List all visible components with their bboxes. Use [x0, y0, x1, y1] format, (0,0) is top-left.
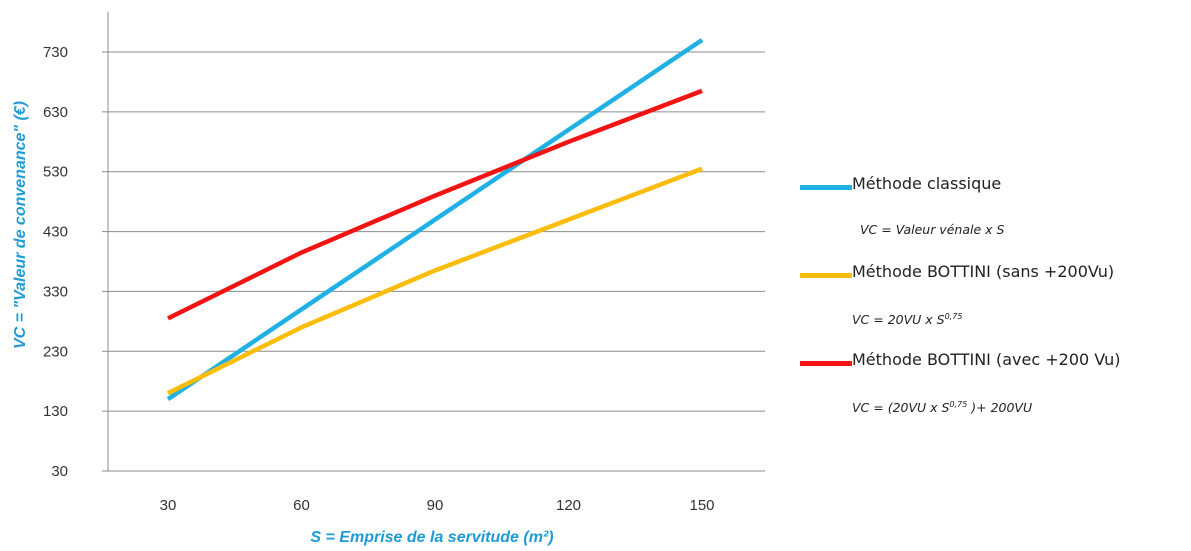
legend-formula-bottini-avec: VC = (20VU x S0,75 )+ 200VU	[852, 400, 1033, 416]
x-tick-label-120: 120	[556, 497, 581, 514]
series-line-1	[167, 166, 703, 396]
legend-formula-classique: VC = Valeur vénale x S	[860, 222, 1005, 237]
x-tick-label-30: 30	[160, 497, 177, 514]
legend-label-bottini-sans: Méthode BOTTINI (sans +200Vu)	[852, 262, 1115, 281]
series-line-0	[166, 38, 704, 402]
y-tick-label-730: 730	[43, 44, 68, 61]
gridlines	[108, 51, 765, 472]
legend-label-classique: Méthode classique	[852, 174, 1002, 193]
y-axis-ticks: 30 130 230 330 430 530 630 730	[43, 44, 68, 480]
legend-formula-bottini-sans: VC = 20VU x S0,75	[852, 312, 963, 328]
x-tick-label-150: 150	[689, 497, 714, 514]
series-line-2	[167, 88, 703, 321]
x-axis-title: S = Emprise de la servitude (m²)	[310, 529, 553, 546]
legend-entry-bottini-avec: Méthode BOTTINI (avec +200 Vu) VC = (20V…	[800, 348, 1190, 436]
legend-label-bottini-avec: Méthode BOTTINI (avec +200 Vu)	[852, 350, 1121, 369]
y-tick-label-330: 330	[43, 283, 68, 300]
y-axis-title: VC = "Valeur de convenance" (€)	[12, 101, 29, 349]
y-tick-label-130: 130	[43, 403, 68, 420]
legend-entry-classique: Méthode classique VC = Valeur vénale x S	[800, 172, 1190, 260]
legend-swatch-bottini-avec	[800, 361, 852, 366]
x-axis-ticks: 30 60 90 120 150	[160, 497, 715, 514]
legend-swatch-bottini-sans	[800, 273, 852, 278]
y-tick-label-230: 230	[43, 343, 68, 360]
axes	[102, 12, 109, 472]
legend-entry-bottini-sans: Méthode BOTTINI (sans +200Vu) VC = 20VU …	[800, 260, 1190, 348]
y-tick-label-630: 630	[43, 104, 68, 121]
x-tick-label-90: 90	[427, 497, 444, 514]
legend: Méthode classique VC = Valeur vénale x S…	[800, 172, 1190, 436]
x-tick-label-60: 60	[293, 497, 310, 514]
y-tick-label-430: 430	[43, 224, 68, 241]
y-tick-label-30: 30	[51, 463, 68, 480]
y-tick-label-530: 530	[43, 164, 68, 181]
series-lines	[166, 38, 704, 402]
legend-swatch-classique	[800, 185, 852, 190]
